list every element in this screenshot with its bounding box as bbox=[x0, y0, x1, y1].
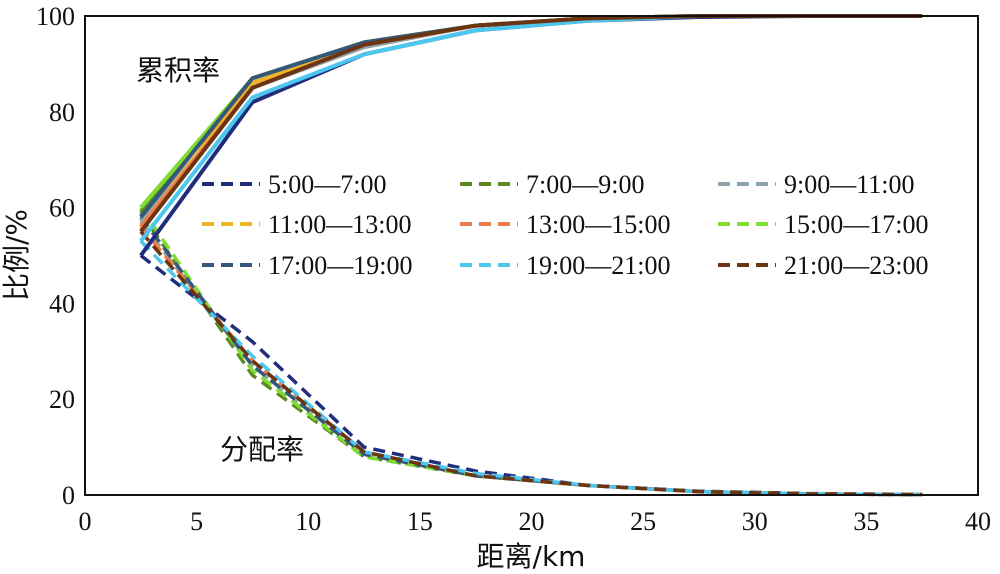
axis-ticks: 0 5 10 15 20 25 30 35 40 0 20 40 60 80 100 bbox=[36, 2, 991, 536]
cumulative-line bbox=[139, 14, 923, 243]
y-tick-label: 20 bbox=[49, 385, 75, 414]
y-tick-label: 80 bbox=[49, 98, 75, 127]
x-tick-label: 15 bbox=[407, 507, 433, 536]
legend-label: 15:00—17:00 bbox=[784, 210, 928, 239]
legend-label: 17:00—19:00 bbox=[268, 251, 412, 280]
y-tick-label: 0 bbox=[62, 481, 75, 510]
legend-label: 13:00—15:00 bbox=[526, 210, 670, 239]
cumulative-annotation: 累积率 bbox=[136, 54, 220, 87]
y-tick-label: 60 bbox=[49, 194, 75, 223]
legend-label: 19:00—21:00 bbox=[526, 251, 670, 280]
x-tick-label: 35 bbox=[853, 507, 879, 536]
distribution-line bbox=[139, 230, 923, 497]
y-tick-label: 40 bbox=[49, 289, 75, 318]
x-tick-label: 20 bbox=[519, 507, 545, 536]
x-tick-label: 10 bbox=[295, 507, 321, 536]
legend-label: 21:00—23:00 bbox=[784, 251, 928, 280]
legend-label: 7:00—9:00 bbox=[526, 170, 644, 199]
x-tick-label: 5 bbox=[190, 507, 203, 536]
distribution-annotation: 分配率 bbox=[220, 433, 304, 466]
legend-label: 9:00—11:00 bbox=[784, 170, 914, 199]
x-tick-label: 30 bbox=[742, 507, 768, 536]
cumulative-line bbox=[139, 14, 923, 233]
x-tick-label: 0 bbox=[79, 507, 92, 536]
legend: 5:00—7:00 7:00—9:00 9:00—11:00 11:00—13:00 1… bbox=[202, 170, 928, 280]
x-tick-label: 40 bbox=[965, 507, 991, 536]
y-tick-label: 100 bbox=[36, 2, 75, 31]
x-axis-title: 距离/km bbox=[477, 540, 586, 573]
y-axis-title: 比例/% bbox=[0, 209, 33, 301]
legend-label: 5:00—7:00 bbox=[268, 170, 386, 199]
x-tick-label: 25 bbox=[630, 507, 656, 536]
plot-frame bbox=[84, 15, 979, 496]
legend-label: 11:00—13:00 bbox=[268, 210, 411, 239]
